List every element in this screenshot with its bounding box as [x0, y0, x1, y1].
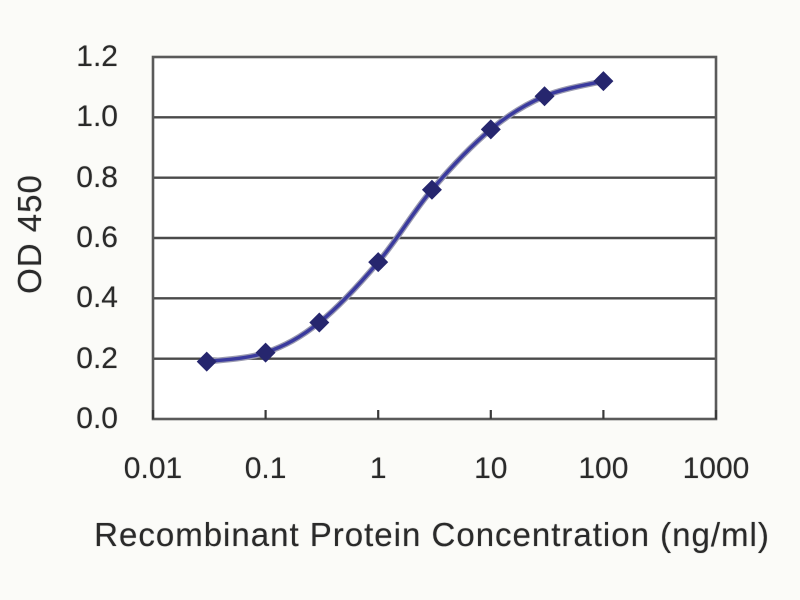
y-tick-label: 0.4 — [76, 281, 118, 315]
data-series — [196, 71, 614, 372]
x-tick-label: 100 — [578, 452, 629, 485]
series-line — [205, 79, 606, 364]
x-tick-label: 1 — [369, 452, 387, 485]
y-tick-label: 0.0 — [76, 402, 118, 435]
data-point-marker — [368, 252, 389, 273]
plot-border — [151, 55, 718, 421]
y-tick-label: 0.6 — [76, 221, 118, 254]
data-point-marker — [255, 342, 276, 363]
x-tick-label: 0.01 — [123, 452, 183, 485]
data-point-marker — [309, 312, 330, 333]
data-point-marker — [593, 71, 614, 92]
y-tick-label: 1.2 — [76, 40, 118, 73]
data-point-marker — [196, 351, 217, 372]
y-tick-label: 0.8 — [76, 160, 118, 194]
y-tick-label: 0.2 — [76, 341, 118, 375]
data-point-marker — [534, 86, 555, 107]
data-point-marker — [480, 119, 501, 140]
x-tick-label: 0.1 — [244, 452, 287, 485]
x-axis-tick-marks — [151, 410, 718, 419]
data-point-marker — [421, 179, 442, 200]
x-tick-label: 1000 — [682, 452, 750, 485]
x-axis-title: Recombinant Protein Concentration (ng/ml… — [94, 516, 770, 553]
x-tick-label: 10 — [474, 452, 508, 485]
y-tick-label: 1.0 — [76, 100, 118, 134]
y-axis-title: OD 450 — [11, 174, 48, 294]
